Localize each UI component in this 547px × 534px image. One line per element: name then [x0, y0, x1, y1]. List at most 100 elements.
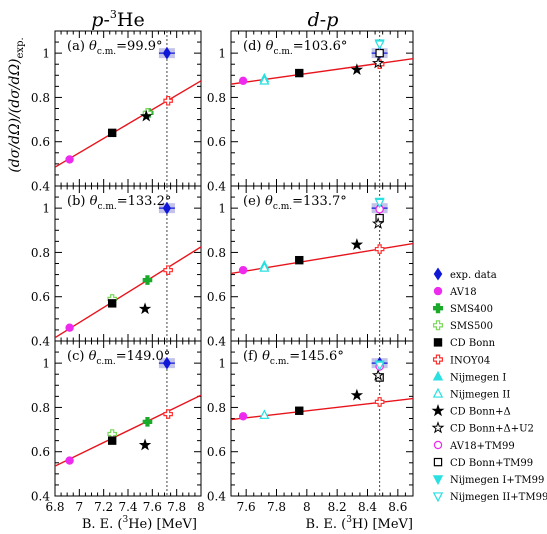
y-tick-label: 0.8 [31, 91, 50, 105]
x-tick-label: 7.6 [143, 500, 162, 514]
legend: exp. data AV18 SMS400 SMS500 CD Bonn INOY04 Ni… [431, 267, 547, 503]
legend-item: Nijmegen I [432, 370, 506, 383]
point-av18 [238, 412, 248, 421]
point-sms400 [142, 275, 153, 285]
plot-area [231, 31, 413, 186]
legend-item: exp. data [433, 267, 497, 281]
y-tick-label: 0.8 [207, 246, 226, 260]
point-nijmegen-ii-tm99 [374, 361, 385, 372]
legend-marker-sms500 [432, 320, 444, 331]
panel-b: 0.4 0.6 0.8 1 (b) θc.m.=133.2° [31, 185, 202, 349]
legend-marker-nijmegen-ii-tm99 [432, 492, 444, 503]
legend-item: Nijmegen II+TM99 [432, 492, 547, 503]
point-cd-bonn [107, 436, 117, 445]
point-sms500 [142, 108, 153, 118]
legend-item: INOY04 [432, 354, 490, 366]
point-av18 [238, 265, 248, 275]
x-tick-label: 7.6 [237, 500, 256, 514]
x-tick-label: 8.4 [358, 500, 377, 514]
plot-area [231, 186, 413, 341]
point-av18 [238, 76, 248, 86]
point-inoy04 [163, 265, 173, 275]
legend-item: AV18+TM99 [433, 441, 515, 452]
legend-item: AV18 [433, 287, 477, 298]
point-nijmegen-ii [259, 409, 270, 419]
panel-label: (d) θc.m.=103.6° [243, 39, 347, 57]
point-cd-bonn [295, 255, 304, 265]
point-exp-data [162, 356, 172, 370]
y-tick-label: 0.6 [207, 135, 226, 149]
y-tick-label: 1 [218, 357, 226, 371]
y-axis-label: (dσ/dΩ)/(dσ/dΩ)exp. [7, 37, 26, 172]
point-cd-bonn [295, 406, 304, 415]
point-sms400 [142, 417, 153, 427]
legend-item: CD Bonn+TM99 [433, 457, 533, 469]
y-tick-label: 0.6 [207, 445, 226, 459]
legend-marker-cd-bonn [431, 404, 445, 417]
x-tick-label: 8.6 [388, 500, 407, 514]
y-tick-label: 0.4 [31, 490, 50, 504]
linear-fit-line [231, 57, 413, 85]
column-title-p3he: p-3He [91, 8, 144, 31]
point-cd-bonn [295, 68, 304, 78]
panel-label: (a) θc.m.=99.9° [67, 39, 163, 57]
point-cd-bonn-tm99 [375, 48, 384, 58]
point-cd-bonn [350, 388, 364, 401]
legend-label: AV18+TM99 [449, 441, 515, 452]
legend-label: SMS500 [450, 321, 493, 332]
y-tick-label: 1 [42, 47, 50, 61]
legend-marker-nijmegen-i-tm99 [432, 475, 444, 486]
y-tick-label: 1 [218, 47, 226, 61]
y-tick-label: 0.8 [31, 401, 50, 415]
plot-area [55, 341, 201, 496]
panel-f: 0.4 0.6 0.8 1 7.6 7.8 8 8.2 8.4 8.6 (f) θc.m.=145.… [207, 340, 414, 514]
column-title-dp: d-p [308, 9, 339, 31]
legend-marker-exp-data [433, 267, 443, 281]
x-tick-label: 7.2 [94, 500, 113, 514]
panels: 0.4 0.6 0.8 1 (a) θc.m.=99.9° 0.4 0.6 0.8 1 (b) θ… [31, 30, 414, 514]
legend-label: CD Bonn [450, 338, 496, 349]
legend-marker-nijmegen-ii [432, 387, 444, 398]
y-tick-label: 0.6 [31, 135, 50, 149]
legend-marker-sms400 [432, 303, 444, 314]
point-nijmegen-ii [259, 75, 270, 85]
legend-label: CD Bonn+TM99 [450, 458, 533, 469]
point-cd-bonn [107, 128, 117, 138]
x-tick-label: 7.4 [118, 500, 137, 514]
legend-item: CD Bonn+Δ+U2 [431, 421, 534, 435]
legend-marker-cd-bonn-u2 [431, 421, 445, 434]
legend-label: Nijmegen I+TM99 [450, 475, 544, 486]
legend-item: Nijmegen I+TM99 [432, 475, 544, 486]
y-tick-label: 0.4 [207, 180, 226, 194]
point-exp-data [162, 46, 172, 60]
legend-item: Nijmegen II [432, 387, 510, 401]
panel-c: 0.4 0.6 0.8 1 6.8 7 7.2 7.4 7.6 7.8 8 (c) θc.m.=149… [31, 340, 205, 514]
legend-item: SMS400 [432, 303, 493, 315]
x-tick-label: 7 [76, 500, 84, 514]
x-tick-label: 7.8 [167, 500, 186, 514]
legend-item: CD Bonn+Δ [431, 404, 511, 418]
x-axis-label-right: B. E. (3H) [MeV] [306, 515, 413, 532]
linear-fit-line [55, 246, 201, 339]
plot-area [231, 341, 413, 496]
point-nijmegen-ii [259, 262, 270, 272]
y-tick-label: 1 [218, 202, 226, 216]
x-tick-label: 8.2 [328, 500, 347, 514]
y-tick-label: 0.8 [207, 401, 226, 415]
x-tick-label: 8 [197, 500, 205, 514]
legend-marker-inoy04 [432, 354, 444, 365]
x-tick-label: 8 [303, 500, 311, 514]
point-cd-bonn [140, 109, 153, 122]
legend-label: Nijmegen II+TM99 [450, 492, 547, 503]
point-av18 [65, 456, 74, 465]
y-tick-label: 0.8 [31, 246, 50, 260]
y-tick-label: 0.6 [31, 290, 50, 304]
point-exp-data [162, 201, 172, 215]
legend-marker-cd-bonn-tm99 [433, 457, 443, 467]
legend-label: CD Bonn+Δ [450, 407, 511, 418]
panel-label: (f) θc.m.=145.6° [243, 349, 344, 367]
point-cd-bonn-u2 [371, 368, 385, 381]
legend-label: CD Bonn+Δ+U2 [450, 424, 534, 435]
point-inoy04 [163, 95, 173, 106]
